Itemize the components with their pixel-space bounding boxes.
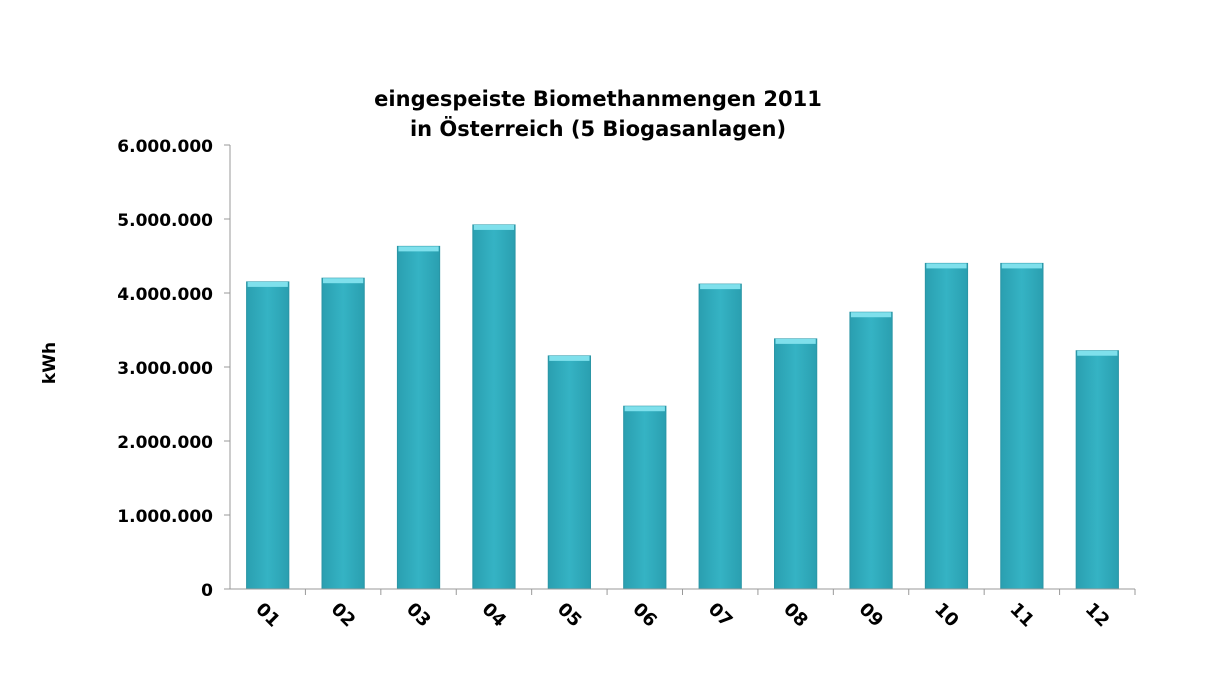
bar (774, 338, 818, 590)
chart-title: eingespeiste Biomethanmengen 2011 (374, 87, 822, 111)
y-tick-label: 4.000.000 (117, 285, 213, 305)
bar-top-highlight (549, 355, 590, 361)
bar-top-highlight (473, 224, 515, 230)
bar-top-highlight (1001, 263, 1042, 269)
y-tick-label: 2.000.000 (117, 433, 213, 453)
y-tick-label: 5.000.000 (117, 211, 213, 231)
y-tick-label: 6.000.000 (117, 137, 213, 157)
x-tick-label: 12 (1081, 599, 1114, 632)
y-tick-label: 1.000.000 (117, 507, 213, 527)
x-tick-label: 09 (855, 599, 888, 632)
y-tick-label: 3.000.000 (117, 359, 213, 379)
bar-top-highlight (247, 281, 288, 287)
bar-top-highlight (775, 338, 816, 344)
x-tick-label: 07 (704, 599, 737, 632)
x-tick-label: 03 (402, 599, 435, 632)
x-tick-label: 02 (327, 599, 360, 632)
x-tick-label: 08 (779, 599, 812, 632)
bar (547, 355, 591, 590)
bar-top-highlight (1077, 350, 1118, 356)
bar (396, 245, 441, 590)
y-tick-label: 0 (201, 581, 213, 601)
x-tick-label: 10 (930, 599, 963, 632)
bar (623, 405, 667, 590)
bar (698, 283, 742, 590)
x-tick-label: 01 (251, 599, 284, 632)
x-tick-label: 06 (628, 599, 661, 632)
bar-top-highlight (850, 312, 892, 318)
bar-top-highlight (700, 284, 741, 290)
bar-top-highlight (323, 278, 364, 284)
bar-top-highlight (398, 246, 439, 252)
bar (1000, 262, 1044, 590)
bar (849, 311, 893, 590)
x-tick-label: 11 (1005, 599, 1038, 632)
x-tick-label: 05 (553, 599, 586, 632)
bar (1075, 350, 1119, 590)
bar (924, 262, 969, 590)
bar (321, 277, 365, 590)
bars-group (246, 224, 1119, 590)
bar (472, 224, 516, 590)
chart-subtitle: in Österreich (5 Biogasanlagen) (409, 117, 787, 141)
bar-top-highlight (926, 263, 967, 269)
bar (246, 281, 290, 590)
x-tick-label: 04 (478, 599, 511, 632)
bar-top-highlight (624, 406, 665, 412)
